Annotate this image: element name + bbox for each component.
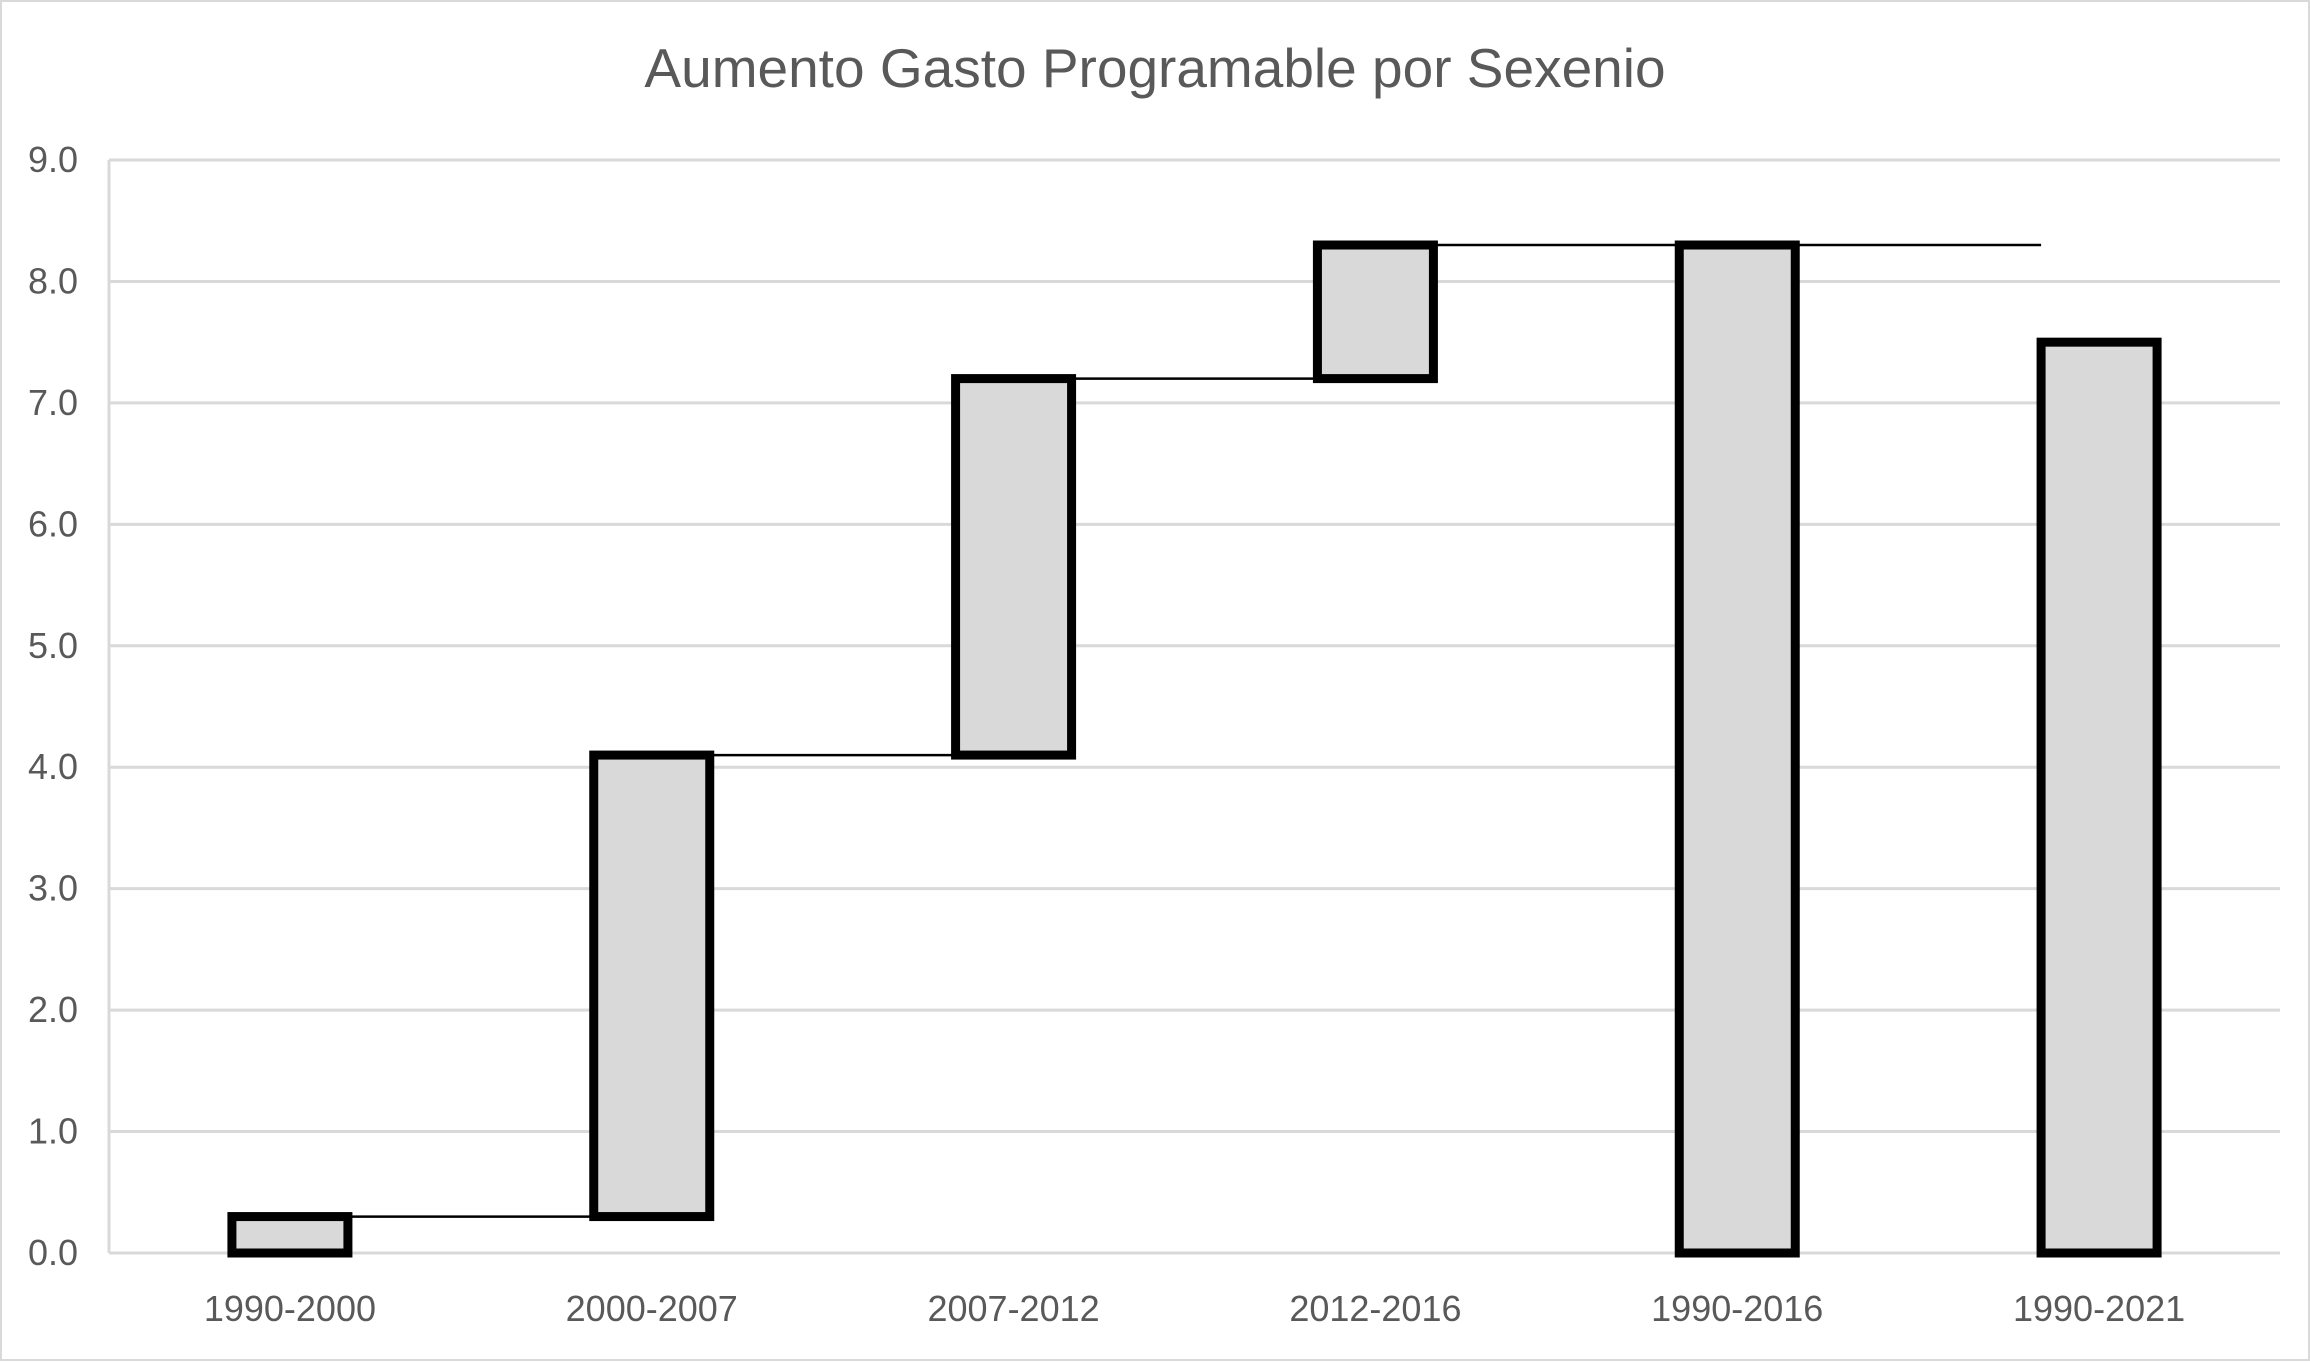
y-tick-label: 7.0 (28, 382, 78, 423)
y-axis-ticks: 0.0 1.0 2.0 3.0 4.0 5.0 6.0 7.0 8.0 9.0 (28, 139, 78, 1273)
y-tick-label: 9.0 (28, 139, 78, 180)
y-tick-label: 5.0 (28, 625, 78, 666)
bar-1990-2000 (227, 1212, 353, 1258)
y-tick-label: 6.0 (28, 503, 78, 544)
chart-title: Aumento Gasto Programable por Sexenio (644, 37, 1666, 99)
y-tick-label: 2.0 (28, 989, 78, 1030)
x-tick-label: 2012-2016 (1289, 1288, 1461, 1329)
gridlines (107, 158, 2280, 1255)
bar-2000-2007 (589, 750, 715, 1222)
x-tick-label: 2000-2007 (566, 1288, 738, 1329)
bar-1990-2016 (1674, 240, 1800, 1258)
x-tick-label: 1990-2000 (204, 1288, 376, 1329)
y-tick-label: 3.0 (28, 868, 78, 909)
bar-2007-2012 (951, 374, 1077, 760)
y-tick-label: 4.0 (28, 746, 78, 787)
y-tick-label: 8.0 (28, 260, 78, 301)
x-axis-ticks: 1990-2000 2000-2007 2007-2012 2012-2016 1990… (204, 1288, 2185, 1329)
x-tick-label: 1990-2021 (2013, 1288, 2185, 1329)
connectors (347, 243, 2042, 1218)
bars (227, 240, 2162, 1258)
bar-1990-2021 (2036, 337, 2162, 1258)
x-tick-label: 1990-2016 (1651, 1288, 1823, 1329)
y-tick-label: 1.0 (28, 1111, 78, 1152)
y-tick-label: 0.0 (28, 1232, 78, 1273)
x-tick-label: 2007-2012 (927, 1288, 1099, 1329)
bar-2012-2016 (1312, 240, 1438, 384)
